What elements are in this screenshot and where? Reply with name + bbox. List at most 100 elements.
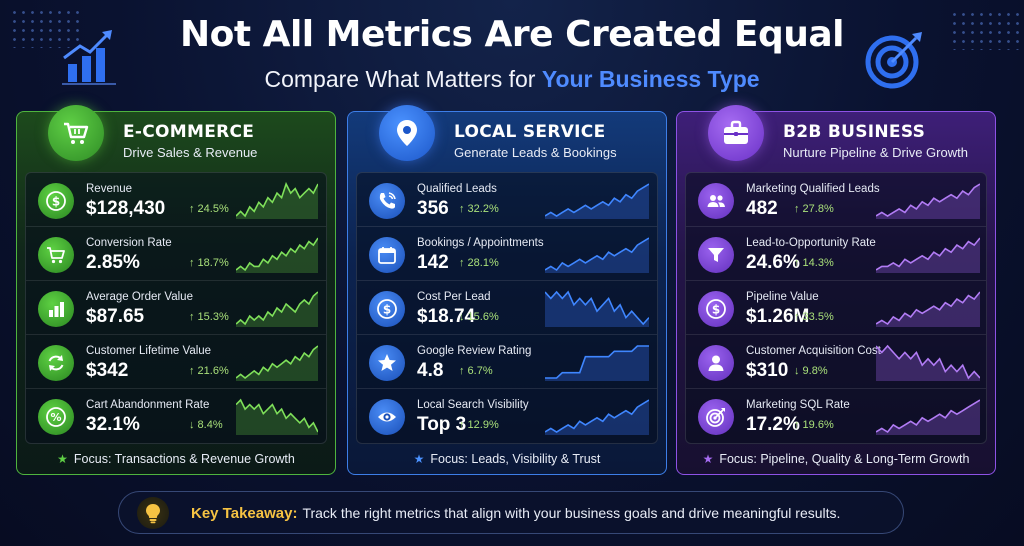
metrics-list: Qualified Leads 356 ↑ 32.2% Bookings / Appo… [356,172,658,444]
refresh-icon [38,345,74,381]
page-subtitle: Compare What Matters for Your Business T… [264,66,760,92]
shopping-cart-icon [48,105,104,161]
sparkline-line [544,290,650,326]
percent-icon: % [38,399,74,435]
panel-subtitle: Generate Leads & Bookings [454,145,617,160]
sparkline-chart [544,397,650,435]
sparkline-chart [235,289,319,327]
star-icon: ★ [413,452,425,466]
panel-title: B2B BUSINESS [783,122,926,142]
sparkline-area [545,292,649,327]
metric-change: ↑ 33.5% [794,311,834,323]
metric-change: ↓ 9.8% [794,365,828,377]
metric-label: Bookings / Appointments [417,237,544,249]
dot-pattern-right [950,10,1020,50]
metric-label: Cart Abandonment Rate [86,399,210,411]
sparkline-line [235,345,319,380]
dollar-icon: $ [369,291,405,327]
panel-focus: ★ Focus: Leads, Visibility & Trust [348,452,666,466]
growth-chart-icon [62,30,116,85]
metric-change: ↑ 18.7% [189,257,229,269]
dollar-icon: $ [38,183,74,219]
key-takeaway-bar: Key Takeaway: Track the right metrics tha… [118,491,904,534]
panel-focus: ★ Focus: Pipeline, Quality & Long-Term Gr… [677,452,995,466]
panel-header-icon-wrap [348,105,666,165]
metric-label: Google Review Rating [417,345,532,357]
sparkline-area [876,184,980,219]
sparkline-area [236,346,318,381]
svg-text:%: % [50,411,61,424]
bar-chart-icon [38,291,74,327]
calendar-icon [369,237,405,273]
metric-value: 356 [417,198,449,219]
sparkline-chart [875,181,981,219]
metric-value: $310 [746,360,789,381]
sparkline-chart [235,235,319,273]
metric-value: $87.65 [86,306,145,327]
star-icon: ★ [702,452,714,466]
lightbulb-icon [137,497,169,529]
metric-row: Marketing Qualified Leads 482 ↑ 27.8% [686,173,986,227]
sparkline-line [875,237,981,271]
sparkline-area [876,400,980,435]
svg-text:$: $ [52,195,60,209]
metric-row: Qualified Leads 356 ↑ 32.2% [357,173,657,227]
panel-title: LOCAL SERVICE [454,122,606,142]
star-icon: ★ [57,452,68,466]
sparkline-chart [544,289,650,327]
metric-value: Top 3 [417,414,467,435]
metric-change: ↑ 21.6% [189,365,229,377]
briefcase-icon [708,105,764,161]
metric-change: ↑ 6.7% [459,365,493,377]
sparkline-area [876,346,980,381]
metric-value: 17.2% [746,414,800,435]
sparkline-area [545,238,649,273]
sparkline-chart [544,181,650,219]
focus-text: Focus: Pipeline, Quality & Long-Term Gro… [719,452,970,466]
metric-value: $128,430 [86,198,166,219]
metric-value: 32.1% [86,414,140,435]
metric-row: $ Revenue $128,430 ↑ 24.5% [26,173,326,227]
funnel-icon [698,237,734,273]
panel-focus: ★ Focus: Transactions & Revenue Growth [17,452,335,466]
metric-label: Pipeline Value [746,291,819,303]
metrics-list: Marketing Qualified Leads 482 ↑ 27.8% Lead-… [685,172,987,444]
metric-change: ↑ 19.6% [794,419,834,431]
star-icon [369,345,405,381]
metric-row: Average Order Value $87.65 ↑ 15.3% [26,281,326,335]
metric-row: $ Cost Per Lead $18.74 ↓ 15.6% [357,281,657,335]
metric-row: Local Search Visibility Top 3 ↑ 12.9% [357,389,657,443]
panel-ecommerce: E-COMMERCE Drive Sales & Revenue $ Revenue $… [16,105,336,475]
sparkline-chart [875,397,981,435]
sparkline-area [876,292,980,327]
metric-row: Customer Lifetime Value $342 ↑ 21.6% [26,335,326,389]
sparkline-area [876,238,980,273]
metric-value: 142 [417,252,449,273]
metric-label: Conversion Rate [86,237,172,249]
metric-value: 482 [746,198,778,219]
sparkline-chart [235,181,319,219]
sparkline-line [235,237,319,272]
metric-change: ↓ 15.6% [459,311,499,323]
eye-icon [369,399,405,435]
cart-icon [38,237,74,273]
sparkline-chart [235,397,319,435]
metric-label: Average Order Value [86,291,193,303]
sparkline-chart [875,343,981,381]
sparkline-area [545,400,649,435]
metric-row: $ Pipeline Value $1.26M ↑ 33.5% [686,281,986,335]
metric-value: $18.74 [417,306,476,327]
panel-header-icon-wrap [17,105,335,165]
sparkline-line [544,183,650,217]
sparkline-area [545,184,649,219]
panel-local-service: LOCAL SERVICE Generate Leads & Bookings Qu… [347,105,667,475]
panel-title: E-COMMERCE [123,122,255,142]
metric-value: $342 [86,360,129,381]
metric-change: ↑ 28.1% [459,257,499,269]
page-title: Not All Metrics Are Created Equal [179,14,845,55]
metric-label: Revenue [86,183,133,195]
sparkline-line [544,399,650,433]
metric-row: % Cart Abandonment Rate 32.1% ↓ 8.4% [26,389,326,443]
sparkline-chart [545,343,649,381]
takeaway-text: Key Takeaway: Track the right metrics tha… [191,505,841,522]
